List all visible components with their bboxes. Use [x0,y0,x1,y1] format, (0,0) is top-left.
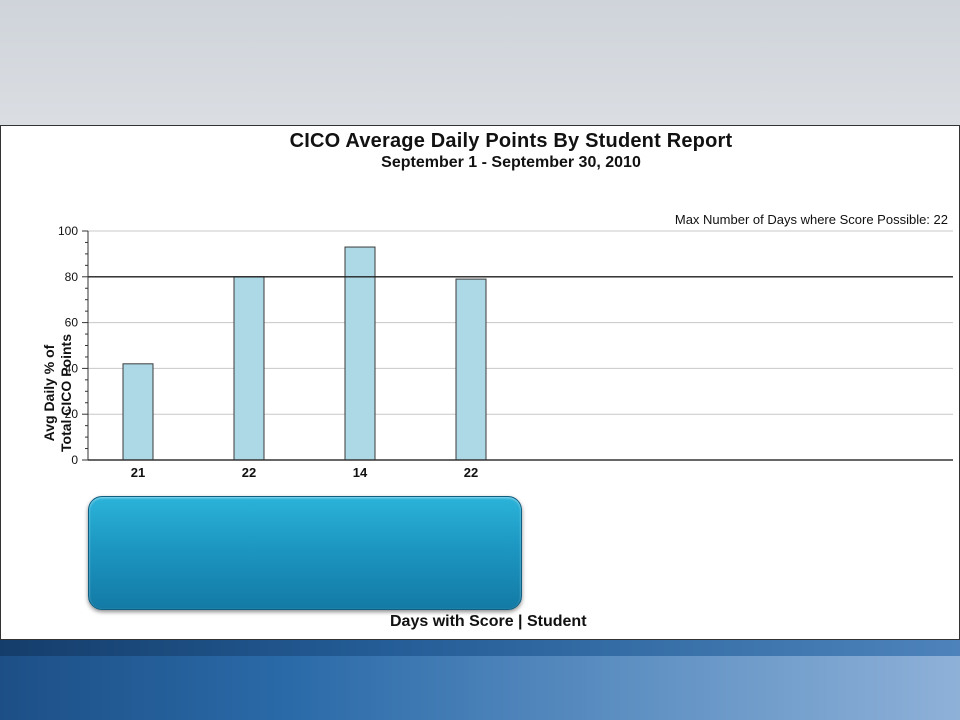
x-tick-label: 21 [131,465,145,480]
callout-box [88,496,522,610]
chart-subtitle: September 1 - September 30, 2010 [381,154,641,171]
y-tick-label: 0 [71,453,78,467]
x-tick-label: 14 [353,465,368,480]
x-tick-label: 22 [242,465,256,480]
y-axis-label: Avg Daily % of Total CICO Points [41,283,75,503]
max-days-annotation: Max Number of Days where Score Possible:… [674,212,948,227]
y-tick-label: 60 [65,316,79,330]
x-axis-label: Days with Score | Student [390,613,587,630]
y-tick-label: 80 [65,270,79,284]
bar [455,278,487,461]
slide-bottom-band [0,640,960,720]
bar [122,363,154,461]
y-tick-label: 100 [58,224,78,238]
chart-title: CICO Average Daily Points By Student Rep… [289,130,733,152]
y-axis-label-line-1: Avg Daily % of [41,344,57,442]
y-tick-label: 20 [65,407,79,421]
x-tick-label: 22 [464,465,478,480]
y-tick-label: 40 [65,361,79,375]
plot-area [88,231,953,460]
bar [233,276,265,461]
bar [344,246,376,461]
y-axis-label-line-2: Total CICO Points [58,334,74,452]
